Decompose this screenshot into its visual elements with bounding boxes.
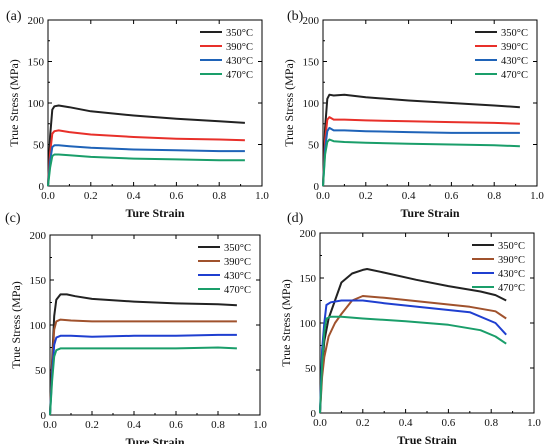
series-line-4 <box>319 315 507 414</box>
y-tick-label: 50 <box>308 140 320 152</box>
y-tick-label: 0 <box>39 181 45 193</box>
x-axis-label: True Strain <box>397 433 457 444</box>
y-tick-label: 100 <box>300 318 317 330</box>
legend-label: 470°C <box>498 283 525 294</box>
x-tick-label: 0.0 <box>316 190 330 202</box>
legend-label: 470°C <box>224 285 251 296</box>
legend-label: 430°C <box>226 56 253 67</box>
legend-label: 390°C <box>224 257 251 268</box>
series-line-3 <box>49 333 237 416</box>
legend-label: 470°C <box>501 70 528 81</box>
panel-label: (a) <box>6 9 22 24</box>
series-line-1 <box>322 93 520 187</box>
y-tick-label: 200 <box>30 230 47 242</box>
y-tick-label: 50 <box>33 140 45 152</box>
series-line-3 <box>319 299 507 414</box>
panel-label: (d) <box>287 211 304 226</box>
x-axis-label: Ture Strain <box>400 206 459 220</box>
y-tick-label: 50 <box>305 363 317 375</box>
y-axis-label: True Stress (MPa) <box>282 59 296 147</box>
series-line-3 <box>47 144 245 187</box>
series-line-1 <box>49 293 237 416</box>
series-line-2 <box>319 295 507 414</box>
x-tick-label: 0.8 <box>211 419 225 431</box>
x-axis-label: Ture Strain <box>125 435 184 444</box>
y-axis-label: True Stress (MPa) <box>279 279 293 367</box>
x-tick-label: 0.4 <box>127 190 141 202</box>
chart-panel-3: (c) 0.0 0.2 0.4 0.6 0.8 1.0 0 50 100 150 200 Ture St… <box>5 211 267 444</box>
series-line-4 <box>49 346 237 416</box>
x-tick-label: 0.6 <box>170 190 184 202</box>
x-tick-label: 1.0 <box>530 190 544 202</box>
y-tick-label: 100 <box>303 98 320 110</box>
x-tick-label: 0.0 <box>43 419 57 431</box>
series-line-4 <box>47 153 245 187</box>
y-axis-label: True Stress (MPa) <box>7 59 21 147</box>
panel-label: (c) <box>5 211 21 226</box>
x-tick-label: 0.2 <box>85 419 99 431</box>
y-tick-label: 200 <box>300 228 317 240</box>
x-tick-label: 1.0 <box>253 419 267 431</box>
x-tick-label: 0.0 <box>313 417 327 429</box>
chart-panel-4: (d) 0.0 0.2 0.4 0.6 0.8 1.0 0 50 100 150 200 True St… <box>279 211 541 444</box>
legend-label: 470°C <box>226 70 253 81</box>
x-tick-label: 0.6 <box>169 419 183 431</box>
legend-label: 350°C <box>501 28 528 39</box>
x-tick-label: 0.2 <box>359 190 373 202</box>
legend-label: 430°C <box>498 269 525 280</box>
legend-label: 390°C <box>498 255 525 266</box>
y-tick-label: 0 <box>314 181 320 193</box>
y-tick-label: 100 <box>30 320 47 332</box>
y-axis-label: True Stress (MPa) <box>9 281 23 369</box>
x-tick-label: 0.6 <box>442 417 456 429</box>
x-tick-label: 1.0 <box>527 417 541 429</box>
x-tick-label: 1.0 <box>255 190 269 202</box>
legend-label: 430°C <box>501 56 528 67</box>
x-tick-label: 0.4 <box>127 419 141 431</box>
x-axis-label: Ture Strain <box>125 206 184 220</box>
x-tick-label: 0.0 <box>41 190 55 202</box>
legend-label: 350°C <box>226 28 253 39</box>
legend-label: 350°C <box>498 241 525 252</box>
series-line-3 <box>322 126 520 187</box>
y-tick-label: 50 <box>35 365 47 377</box>
series-line-2 <box>322 116 520 187</box>
y-tick-label: 0 <box>311 408 317 420</box>
y-tick-label: 150 <box>303 57 320 69</box>
x-tick-label: 0.4 <box>402 190 416 202</box>
x-tick-label: 0.8 <box>487 190 501 202</box>
y-tick-label: 150 <box>28 57 45 69</box>
x-tick-label: 0.8 <box>212 190 226 202</box>
y-tick-label: 200 <box>303 15 320 27</box>
x-tick-label: 0.4 <box>399 417 413 429</box>
series-line-1 <box>319 268 507 414</box>
legend-label: 430°C <box>224 271 251 282</box>
panel-label: (b) <box>287 9 304 24</box>
x-tick-label: 0.6 <box>445 190 459 202</box>
x-tick-label: 0.2 <box>356 417 370 429</box>
series-line-1 <box>47 104 245 187</box>
legend-label: 390°C <box>226 42 253 53</box>
y-tick-label: 0 <box>41 410 47 422</box>
x-tick-label: 0.8 <box>484 417 498 429</box>
x-tick-label: 0.2 <box>84 190 98 202</box>
y-tick-label: 100 <box>28 98 45 110</box>
chart-panel-1: (a) 0.0 0.2 0.4 0.6 0.8 1.0 0 50 100 150 200 Ture St… <box>6 9 269 220</box>
series-line-2 <box>47 129 245 187</box>
legend-label: 390°C <box>501 42 528 53</box>
legend-label: 350°C <box>224 243 251 254</box>
series-line-4 <box>322 138 520 187</box>
y-tick-label: 200 <box>28 15 45 27</box>
y-tick-label: 150 <box>300 273 317 285</box>
y-tick-label: 150 <box>30 275 47 287</box>
series-line-2 <box>49 318 237 416</box>
chart-panel-2: (b) 0.0 0.2 0.4 0.6 0.8 1.0 0 50 100 150 200 Ture St… <box>282 9 544 220</box>
